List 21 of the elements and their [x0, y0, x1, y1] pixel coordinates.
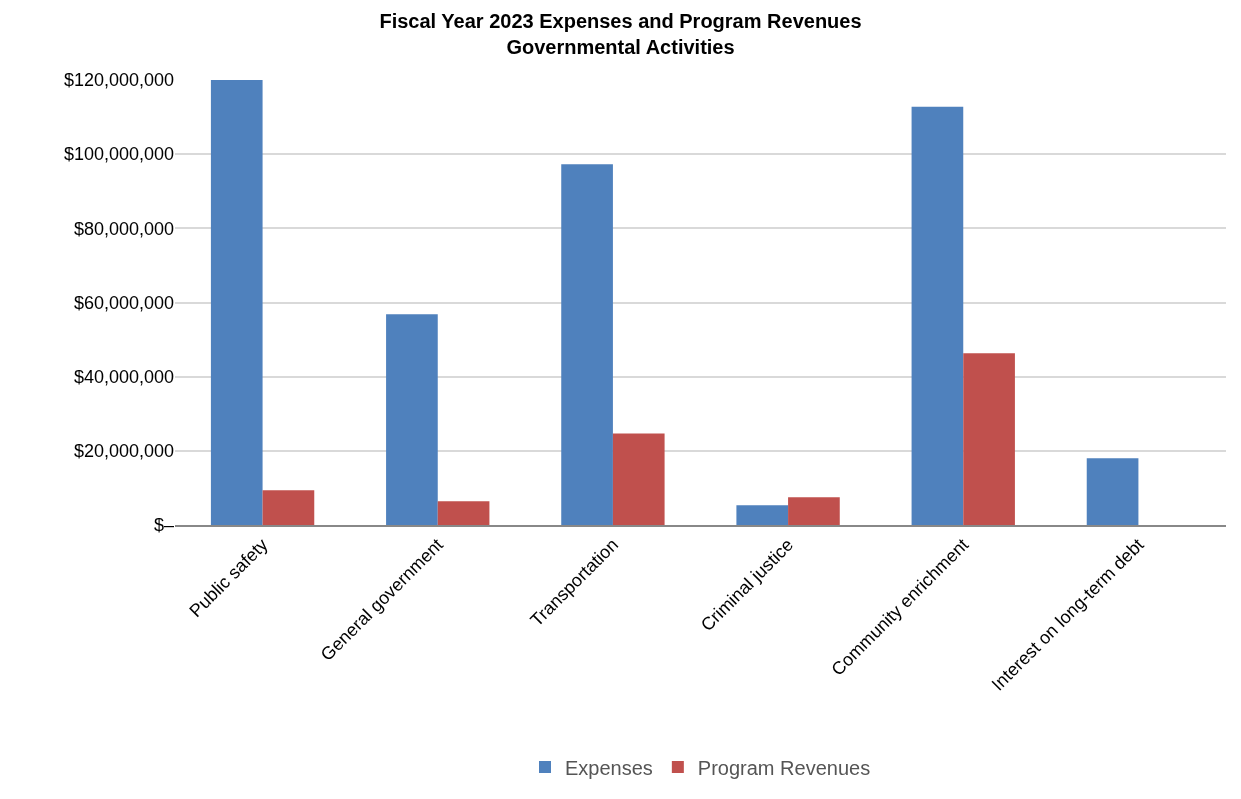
bar	[963, 353, 1015, 525]
bar	[911, 106, 964, 525]
y-tick-label: $60,000,000	[73, 292, 174, 313]
y-tick-label: $120,000,000	[63, 70, 174, 91]
chart-title: Fiscal Year 2023 Expenses and Program Revenues Governmental Activities	[379, 9, 862, 58]
y-tick-label: $40,000,000	[73, 366, 174, 387]
bar	[210, 80, 263, 525]
bar	[612, 433, 665, 525]
y-tick-label: $20,000,000	[73, 441, 174, 462]
bar	[1086, 458, 1139, 525]
y-tick-label: $100,000,000	[63, 144, 174, 165]
legend-label: Expenses	[565, 756, 653, 779]
y-tick-label: $–	[153, 515, 174, 536]
bar	[788, 497, 840, 525]
bar	[386, 314, 438, 525]
legend-label: Program Revenues	[697, 756, 871, 779]
y-tick-label: $80,000,000	[73, 218, 174, 239]
bar	[437, 501, 490, 525]
bar	[736, 505, 789, 525]
bar	[262, 490, 315, 525]
bar	[561, 164, 613, 525]
